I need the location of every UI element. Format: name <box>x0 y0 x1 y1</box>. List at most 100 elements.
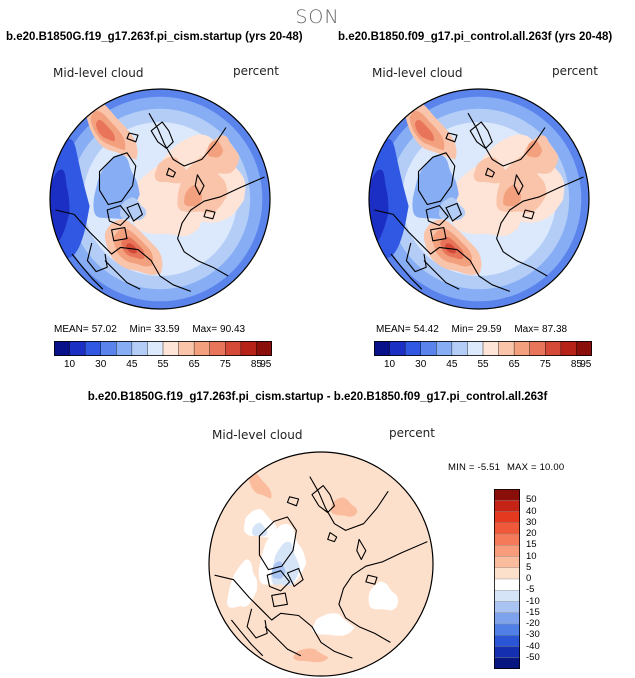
colorbar-tick-label: -40 <box>526 640 540 652</box>
map-border <box>49 88 271 310</box>
colorbar-swatch <box>483 341 499 356</box>
colorbar-swatch <box>514 341 531 356</box>
diff-polar-map <box>208 451 434 677</box>
coastline <box>214 574 353 659</box>
panel-2-variable: Mid-level cloud <box>372 66 463 80</box>
colorbar-tick-label: 45 <box>446 359 458 370</box>
panel-1-colorbar-ticks: 10 30 45 55 65 75 85 95 <box>54 359 272 373</box>
coastline <box>106 205 130 226</box>
field-patch <box>227 559 258 608</box>
colorbar-swatch <box>494 489 520 501</box>
colorbar-tick-label: 95 <box>260 359 272 370</box>
colorbar-tick-label: -5 <box>526 584 535 596</box>
colorbar-swatch <box>494 511 520 524</box>
coastline <box>445 132 458 143</box>
map-field <box>369 89 589 309</box>
colorbar-tick-label: 50 <box>526 494 537 506</box>
map-border <box>368 88 590 310</box>
colorbar-swatch <box>494 534 520 546</box>
map-border <box>208 451 434 677</box>
colorbar-swatch <box>116 341 133 356</box>
colorbar-swatch <box>576 341 592 356</box>
coastline <box>194 174 205 196</box>
colorbar-tick-label: 75 <box>539 359 551 370</box>
panel-1-units: percent <box>233 64 279 78</box>
colorbar-swatch <box>494 635 520 647</box>
field-patch <box>119 197 147 221</box>
coastline <box>390 253 423 290</box>
field-patch <box>311 613 355 636</box>
map-field <box>209 452 433 676</box>
field-patch <box>526 140 543 158</box>
colorbar-tick-label: 55 <box>477 359 489 370</box>
coastline <box>311 485 335 514</box>
coastline <box>271 592 288 608</box>
colorbar-swatch <box>405 341 422 356</box>
field-patch <box>251 522 268 537</box>
map-field <box>50 89 270 309</box>
colorbar-tick-label: 10 <box>526 550 537 562</box>
panel-1-mean: 57.02 <box>91 324 117 335</box>
colorbar-tick-label: -30 <box>526 629 540 641</box>
coastline <box>286 496 300 507</box>
coastline <box>309 476 389 531</box>
colorbar-swatch <box>225 341 242 356</box>
colorbar-swatch <box>494 646 520 659</box>
panel-1-colorbar <box>54 341 272 356</box>
colorbar-swatch <box>498 341 515 356</box>
coastline <box>513 174 524 196</box>
colorbar-tick-label: 85 <box>250 359 262 370</box>
coastline <box>177 176 265 277</box>
panel-2-max: 87.38 <box>542 324 568 335</box>
coastline <box>356 538 367 561</box>
colorbar-tick-label: -10 <box>526 595 540 607</box>
colorbar-swatch <box>467 341 484 356</box>
colorbar-swatch <box>374 341 390 356</box>
coastline <box>425 205 449 226</box>
season-title: SON <box>295 6 340 28</box>
colorbar-swatch <box>494 657 520 669</box>
panel-2-mean: 54.42 <box>413 324 439 335</box>
panel-2-stats: MEAN= 54.42 Min= 29.59 Max= 87.38 <box>376 324 577 335</box>
panel-1-min: 33.59 <box>154 324 180 335</box>
field-patch <box>50 169 70 244</box>
colorbar-swatch <box>436 341 453 356</box>
colorbar-swatch <box>131 341 148 356</box>
field-patch <box>95 119 115 142</box>
panel-2-min: 29.59 <box>476 324 502 335</box>
colorbar-swatch <box>209 341 226 356</box>
panel-1-stats: MEAN= 57.02 Min= 33.59 Max= 90.43 <box>54 324 255 335</box>
colorbar-swatch <box>494 567 520 580</box>
colorbar-tick-label: 10 <box>64 359 76 370</box>
colorbar-swatch <box>494 545 520 557</box>
colorbar-swatch <box>545 341 562 356</box>
colorbar-tick-label: -15 <box>526 606 540 618</box>
field-patch <box>438 197 466 221</box>
coastline <box>374 209 510 292</box>
colorbar-tick-label: 10 <box>384 359 396 370</box>
panel-2-max-label: Max= <box>514 324 540 335</box>
colorbar-swatch <box>85 341 102 356</box>
colorbar-swatch <box>147 341 164 356</box>
panel-2-units: percent <box>552 64 598 78</box>
panel-2-mean-label: MEAN= <box>376 324 411 335</box>
colorbar-swatch <box>494 612 520 625</box>
colorbar-frame <box>494 489 520 669</box>
colorbar-tick-label: 30 <box>95 359 107 370</box>
colorbar-tick-label: 40 <box>526 505 537 517</box>
coastline <box>148 112 227 167</box>
panel-2-colorbar <box>374 341 592 356</box>
field-patch <box>369 169 389 244</box>
panel-1-mean-label: MEAN= <box>54 324 89 335</box>
colorbar-swatch <box>494 624 520 636</box>
coastline <box>55 209 191 292</box>
diff-max: 10.00 <box>539 462 565 473</box>
coastline <box>469 121 493 149</box>
coastline <box>111 227 128 242</box>
colorbar-tick-label: -50 <box>526 651 540 663</box>
diff-colorbar-ticks: 50 40 30 20 15 10 5 0 -5 -10 -15 -20 -30 -40 -50 <box>526 489 566 669</box>
colorbar-tick-label: 75 <box>219 359 231 370</box>
colorbar-swatch <box>494 579 520 591</box>
coastline <box>417 152 456 206</box>
panel-1-polar-map <box>49 88 271 310</box>
